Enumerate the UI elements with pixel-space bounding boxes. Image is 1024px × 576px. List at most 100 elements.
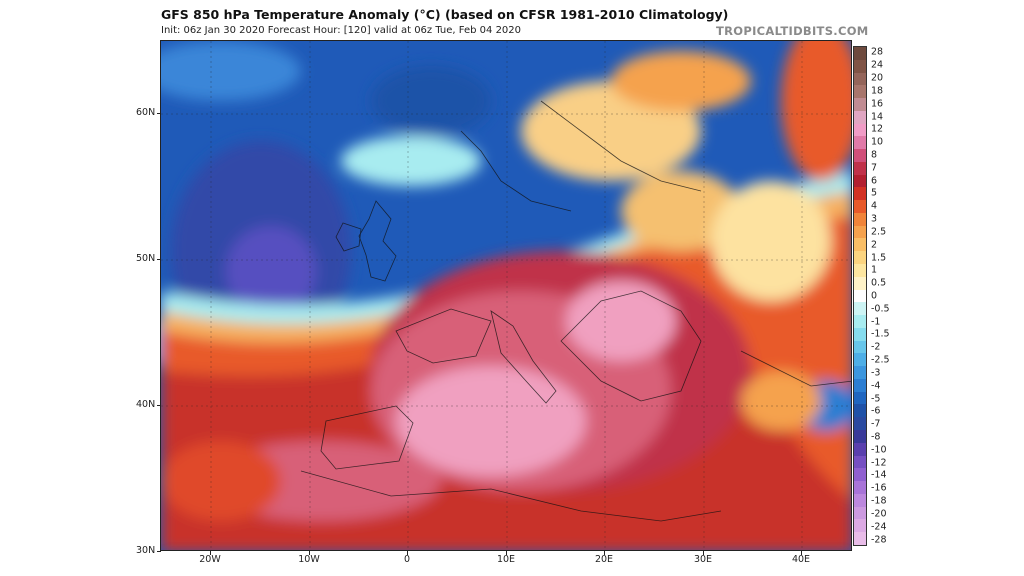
colorbar-label: -12 xyxy=(871,457,887,469)
colorbar-label: -18 xyxy=(871,495,887,507)
colorbar-swatch xyxy=(854,187,866,201)
colorbar-swatch xyxy=(854,136,866,150)
colorbar-label: -14 xyxy=(871,469,887,481)
colorbar-swatch xyxy=(854,429,866,443)
colorbar-swatch xyxy=(854,289,866,303)
colorbar-label: 3 xyxy=(871,213,878,225)
lon-label-40e: 40E xyxy=(791,554,811,565)
colorbar-swatch xyxy=(854,251,866,265)
colorbar-label: -6 xyxy=(871,405,881,417)
colorbar-label: -28 xyxy=(871,534,887,546)
colorbar-label: -1 xyxy=(871,316,881,328)
colorbar-label: 2.5 xyxy=(871,226,887,238)
colorbar-swatch xyxy=(854,59,866,73)
colorbar-swatch xyxy=(854,404,866,418)
colorbar-label: -2.5 xyxy=(871,354,890,366)
colorbar-swatch xyxy=(854,149,866,162)
lon-label-30e: 30E xyxy=(693,554,713,565)
colorbar-swatch xyxy=(854,506,866,520)
colorbar-swatch xyxy=(854,238,866,252)
colorbar-label: -0.5 xyxy=(871,303,890,315)
lon-label-0: 0 xyxy=(403,554,411,565)
site-watermark: TROPICALTIDBITS.COM xyxy=(716,24,869,38)
colorbar-label: -7 xyxy=(871,418,881,430)
colorbar-label: -20 xyxy=(871,508,887,520)
lat-label-60n: 60N xyxy=(136,107,156,118)
colorbar-label: 16 xyxy=(871,98,884,110)
colorbar-label: 20 xyxy=(871,72,884,84)
colorbar-label: -3 xyxy=(871,367,881,379)
colorbar-swatch xyxy=(854,468,866,482)
colorbar-label: -5 xyxy=(871,393,881,405)
colorbar-swatch xyxy=(854,417,866,430)
colorbar-label: 5 xyxy=(871,187,878,199)
colorbar-label: 14 xyxy=(871,111,884,122)
colorbar-label: 0.5 xyxy=(871,277,887,289)
lat-tick xyxy=(157,113,161,114)
colorbar-label: 1.5 xyxy=(871,252,887,264)
colorbar-label: -10 xyxy=(871,444,887,456)
colorbar-swatch xyxy=(854,200,866,213)
colorbar-swatch xyxy=(854,378,866,392)
lon-tick xyxy=(309,551,310,555)
colorbar-label: 24 xyxy=(871,59,884,71)
lon-tick xyxy=(407,551,408,555)
colorbar-swatch xyxy=(854,455,866,469)
lat-tick xyxy=(157,405,161,406)
colorbar-swatch xyxy=(854,315,866,328)
colorbar-swatch xyxy=(854,481,866,494)
anomaly-map xyxy=(160,40,852,551)
colorbar-label: -4 xyxy=(871,380,881,392)
colorbar-swatch xyxy=(854,493,866,507)
anomaly-field xyxy=(161,41,851,550)
colorbar-label: 8 xyxy=(871,149,878,161)
lat-label-30n: 30N xyxy=(136,545,156,556)
colorbar-label: 0 xyxy=(871,290,878,302)
lat-tick xyxy=(157,551,161,552)
colorbar-label: 28 xyxy=(871,46,884,58)
colorbar-swatch xyxy=(854,366,866,379)
colorbar-swatch xyxy=(854,174,866,188)
colorbar-swatch xyxy=(854,264,866,277)
colorbar-swatch xyxy=(854,110,866,124)
colorbar-swatch xyxy=(854,276,866,290)
colorbar-label: -2 xyxy=(871,341,881,353)
lon-label-10w: 10W xyxy=(298,554,320,565)
colorbar-swatch xyxy=(854,519,866,533)
map-subtitle: Init: 06z Jan 30 2020 Forecast Hour: [12… xyxy=(161,25,522,36)
colorbar-label: 12 xyxy=(871,123,884,135)
colorbar-label: -1.5 xyxy=(871,328,890,340)
colorbar-swatch xyxy=(854,442,866,456)
colorbar-label: 6 xyxy=(871,175,878,187)
colorbar-label: 18 xyxy=(871,85,884,97)
colorbar-swatch xyxy=(854,340,866,354)
colorbar-swatch xyxy=(854,98,866,111)
lon-label-20e: 20E xyxy=(594,554,614,565)
colorbar-swatch xyxy=(854,47,866,60)
lat-tick xyxy=(157,259,161,260)
lon-tick xyxy=(703,551,704,555)
colorbar xyxy=(853,46,867,546)
colorbar-swatch xyxy=(854,391,866,405)
lon-tick xyxy=(801,551,802,555)
colorbar-label: -8 xyxy=(871,431,881,443)
lon-tick xyxy=(604,551,605,555)
colorbar-swatch xyxy=(854,225,866,239)
colorbar-swatch xyxy=(854,72,866,86)
lon-label-10e: 10E xyxy=(496,554,516,565)
map-title: GFS 850 hPa Temperature Anomaly (°C) (ba… xyxy=(161,7,729,22)
colorbar-label: 7 xyxy=(871,162,878,174)
colorbar-swatch xyxy=(854,353,866,367)
colorbar-label: 1 xyxy=(871,264,878,276)
colorbar-label: 4 xyxy=(871,200,878,212)
colorbar-swatch xyxy=(854,212,866,226)
colorbar-label: 2 xyxy=(871,239,878,251)
colorbar-swatch xyxy=(854,532,866,545)
lat-label-40n: 40N xyxy=(136,399,156,410)
colorbar-swatch xyxy=(854,302,866,316)
lat-label-50n: 50N xyxy=(136,253,156,264)
lon-tick xyxy=(506,551,507,555)
colorbar-swatch xyxy=(854,161,866,175)
colorbar-label: -16 xyxy=(871,482,887,494)
colorbar-swatch xyxy=(854,327,866,341)
